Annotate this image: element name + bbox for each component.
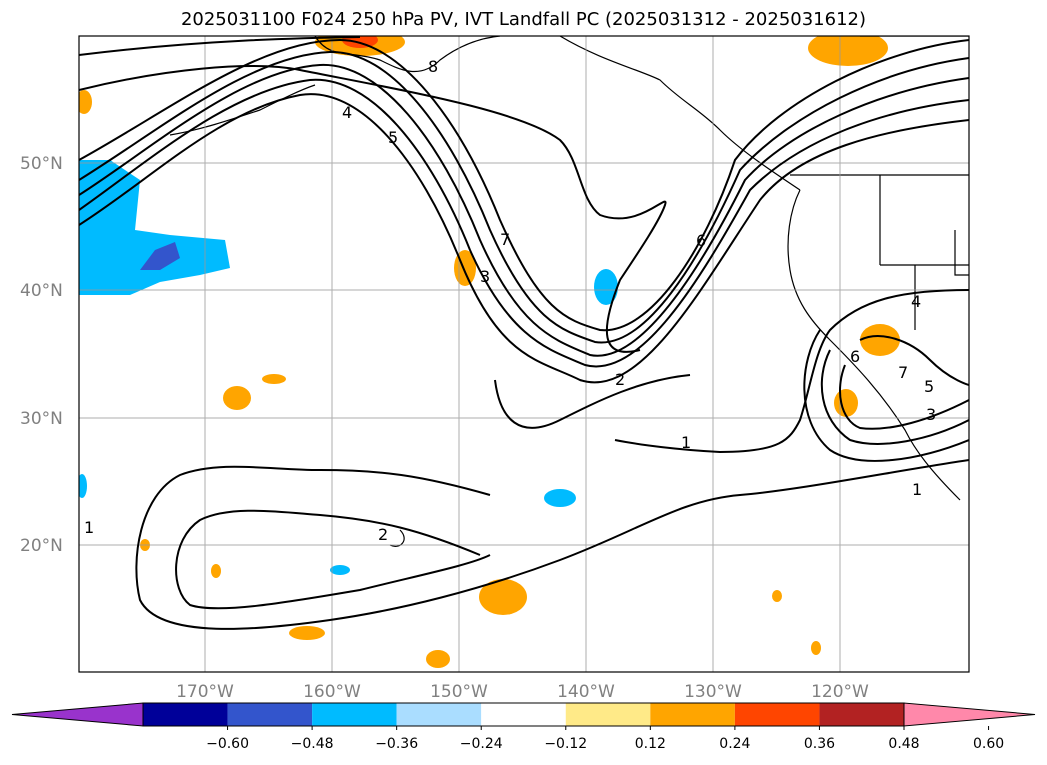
colorbar-tick-label: −0.36 [375, 736, 418, 752]
lat-label: 40°N [20, 281, 63, 301]
latitude-labels: 50°N 40°N 30°N 20°N [20, 154, 63, 556]
contour-label: 6 [696, 231, 706, 250]
contour-labels: 8 4 5 7 6 3 2 1 2 1 1 4 6 7 5 3 [84, 57, 936, 544]
contour-label: 8 [428, 57, 438, 76]
colorbar-tick-label: 0.60 [973, 736, 1004, 752]
lat-label: 20°N [20, 536, 63, 556]
colorbar-tick-label: 0.36 [804, 736, 835, 752]
colorbar-bin [396, 703, 482, 726]
colorbar: −0.60 −0.48 −0.36 −0.24 −0.12 0.12 0.24 0.36 0.4… [11, 702, 1036, 752]
longitude-labels: 170°W 160°W 150°W 140°W 130°W 120°W [176, 682, 869, 702]
contour-label: 2 [378, 525, 388, 544]
colorbar-tick-label: 0.48 [888, 736, 919, 752]
contour-label: 7 [898, 363, 908, 382]
map-panel: 8 4 5 7 6 3 2 1 2 1 1 4 6 7 5 3 [79, 36, 969, 672]
colorbar-bin [227, 703, 313, 726]
colorbar-extend-low [11, 702, 144, 727]
contour-label: 2 [615, 370, 625, 389]
map-frame [78, 35, 970, 673]
colorbar-extend-high [903, 702, 1036, 727]
contour-label: 5 [924, 377, 934, 396]
lon-label: 130°W [684, 682, 742, 702]
contour-label: 1 [84, 518, 94, 537]
colorbar-bin [819, 703, 904, 726]
contour-label: 3 [926, 405, 936, 424]
contour-label: 5 [388, 128, 398, 147]
colorbar-bin [734, 703, 820, 726]
colorbar-bin [565, 703, 651, 726]
colorbar-tick-label: 0.24 [719, 736, 750, 752]
negative-anomaly-shading [79, 160, 618, 575]
lon-label: 150°W [430, 682, 488, 702]
colorbar-bin [481, 703, 566, 726]
colorbar-tick-label: −0.24 [460, 736, 503, 752]
lat-label: 50°N [20, 154, 63, 174]
colorbar-tick-label: 0.12 [635, 736, 666, 752]
lon-label: 140°W [557, 682, 615, 702]
graticule [79, 36, 969, 672]
colorbar-bin [650, 703, 735, 726]
contour-label: 1 [912, 480, 922, 499]
colorbar-tick-label: −0.12 [544, 736, 587, 752]
colorbar-bin [312, 703, 397, 726]
lon-label: 170°W [176, 682, 234, 702]
colorbar-tick-label: −0.48 [291, 736, 334, 752]
lon-label: 160°W [303, 682, 361, 702]
contour-label: 1 [681, 433, 691, 452]
ivt-contours [79, 36, 969, 630]
colorbar-bin [143, 703, 228, 726]
chart-title: 2025031100 F024 250 hPa PV, IVT Landfall… [180, 9, 867, 30]
colorbar-frame [142, 702, 905, 727]
colorbar-tick-label: −0.60 [206, 736, 249, 752]
contour-label: 7 [500, 230, 510, 249]
contour-label: 6 [850, 347, 860, 366]
contour-label: 4 [342, 103, 352, 122]
lat-label: 30°N [20, 409, 63, 429]
lon-label: 120°W [811, 682, 869, 702]
contour-label: 4 [911, 292, 921, 311]
contour-label: 3 [480, 267, 490, 286]
